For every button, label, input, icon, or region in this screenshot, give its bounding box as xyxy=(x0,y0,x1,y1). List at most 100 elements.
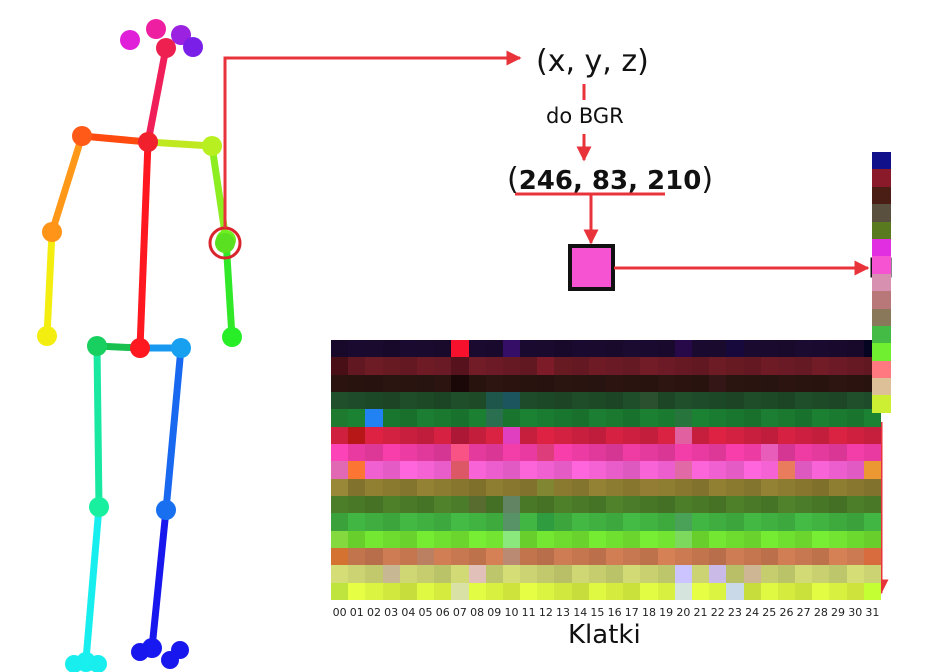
heatmap-cell xyxy=(846,582,864,600)
heatmap-cell xyxy=(795,374,813,392)
heatmap-cell xyxy=(537,391,555,410)
bone-upper-arm-right xyxy=(48,132,86,236)
heatmap-cell xyxy=(623,461,641,479)
heatmap-cell xyxy=(502,443,521,462)
heatmap-cell xyxy=(348,409,366,427)
bone-forearm-left xyxy=(222,236,236,341)
heatmap-cell xyxy=(554,409,572,427)
heatmap-cell xyxy=(554,582,572,600)
heatmap-cell xyxy=(623,391,641,410)
heatmap-cell xyxy=(691,461,710,479)
heatmap-cell xyxy=(795,409,813,427)
heatmap-cell xyxy=(365,409,383,427)
frame-tick-label: 18 xyxy=(641,606,656,619)
heatmap-cell xyxy=(863,547,881,566)
heatmap-cell xyxy=(777,461,796,479)
heatmap-cell xyxy=(743,443,761,462)
heatmap-cell xyxy=(623,530,641,548)
heatmap-cell xyxy=(382,495,400,514)
heatmap-cell xyxy=(520,374,538,392)
heatmap-cell xyxy=(657,461,675,479)
frame-tick-label: 27 xyxy=(796,606,811,619)
heatmap-cell xyxy=(416,426,435,444)
heatmap-cell xyxy=(760,478,778,496)
heatmap-cell xyxy=(434,461,452,479)
heatmap-cell xyxy=(537,547,555,566)
heatmap-cell xyxy=(846,495,864,514)
heatmap-cell xyxy=(846,461,864,479)
heatmap-cell xyxy=(657,409,675,427)
heatmap-cell xyxy=(657,426,675,444)
heatmap-cell xyxy=(365,565,383,583)
heatmap-cell xyxy=(502,461,521,479)
heatmap-cell xyxy=(829,409,847,427)
skeleton-joints xyxy=(37,19,242,672)
heatmap-cell xyxy=(863,530,881,548)
heatmap-cell xyxy=(829,443,847,462)
heatmap-cell xyxy=(795,478,813,496)
heatmap-cell xyxy=(382,513,400,531)
heatmap-cell xyxy=(812,391,830,410)
heatmap-cell xyxy=(399,409,417,427)
heatmap-cell xyxy=(588,443,606,462)
heatmap-cell xyxy=(760,547,778,566)
heatmap-cell xyxy=(777,478,796,496)
heatmap-cell xyxy=(331,461,349,479)
legend-swatch xyxy=(872,308,891,326)
heatmap-cell xyxy=(606,495,624,514)
heatmap-cell xyxy=(691,547,710,566)
heatmap-cell xyxy=(760,565,778,583)
heatmap-cell xyxy=(846,530,864,548)
heatmap-cell xyxy=(606,357,624,375)
heatmap-cell xyxy=(846,409,864,427)
heatmap-cell xyxy=(537,582,555,600)
heatmap-cell xyxy=(348,374,366,392)
heatmap-cell xyxy=(382,357,400,375)
heatmap-cell xyxy=(743,565,761,583)
heatmap-cell xyxy=(863,461,881,479)
foot-joint xyxy=(65,655,83,672)
heatmap-cell xyxy=(657,478,675,496)
heatmap-cell xyxy=(726,513,744,531)
heatmap-cell xyxy=(812,426,830,444)
heatmap-cell xyxy=(502,357,521,375)
bone-shin-left xyxy=(148,506,170,652)
heatmap-cell xyxy=(537,357,555,375)
heatmap-cell xyxy=(846,340,864,358)
heatmap-cell xyxy=(709,513,727,531)
heatmap-cell xyxy=(777,340,796,358)
heatmap-cell xyxy=(537,495,555,514)
heatmap-cell xyxy=(348,340,366,358)
heatmap-cell xyxy=(657,547,675,566)
heatmap-cell xyxy=(829,495,847,514)
heatmap-cell xyxy=(709,391,727,410)
frame-tick-label: 03 xyxy=(384,606,399,619)
bone-shin-right xyxy=(82,503,103,664)
heatmap-cell xyxy=(485,409,503,427)
heatmap-cell xyxy=(382,478,400,496)
heatmap-cell xyxy=(365,461,383,479)
legend-swatch xyxy=(872,238,891,257)
heatmap-cell xyxy=(588,478,606,496)
heatmap-cell xyxy=(777,565,796,583)
heatmap-cell xyxy=(760,530,778,548)
heatmap-cell xyxy=(760,513,778,531)
heatmap-cell xyxy=(520,513,538,531)
heatmap-cell xyxy=(657,495,675,514)
heatmap-cell xyxy=(571,443,589,462)
frame-tick-label: 05 xyxy=(418,606,433,619)
heatmap-cell xyxy=(502,391,521,410)
heatmap-cell xyxy=(812,461,830,479)
heatmap-cell xyxy=(382,461,400,479)
heatmap-cell xyxy=(365,391,383,410)
heatmap-cell xyxy=(485,478,503,496)
heatmap-cell xyxy=(537,426,555,444)
heatmap-cell xyxy=(520,478,538,496)
heatmap-cell xyxy=(554,547,572,566)
heatmap-cell xyxy=(606,530,624,548)
heatmap-cell xyxy=(709,461,727,479)
joint-head-top-4 xyxy=(183,37,203,57)
heatmap-cell xyxy=(829,461,847,479)
heatmap-cell xyxy=(726,443,744,462)
joint-elbow-right xyxy=(42,222,62,242)
